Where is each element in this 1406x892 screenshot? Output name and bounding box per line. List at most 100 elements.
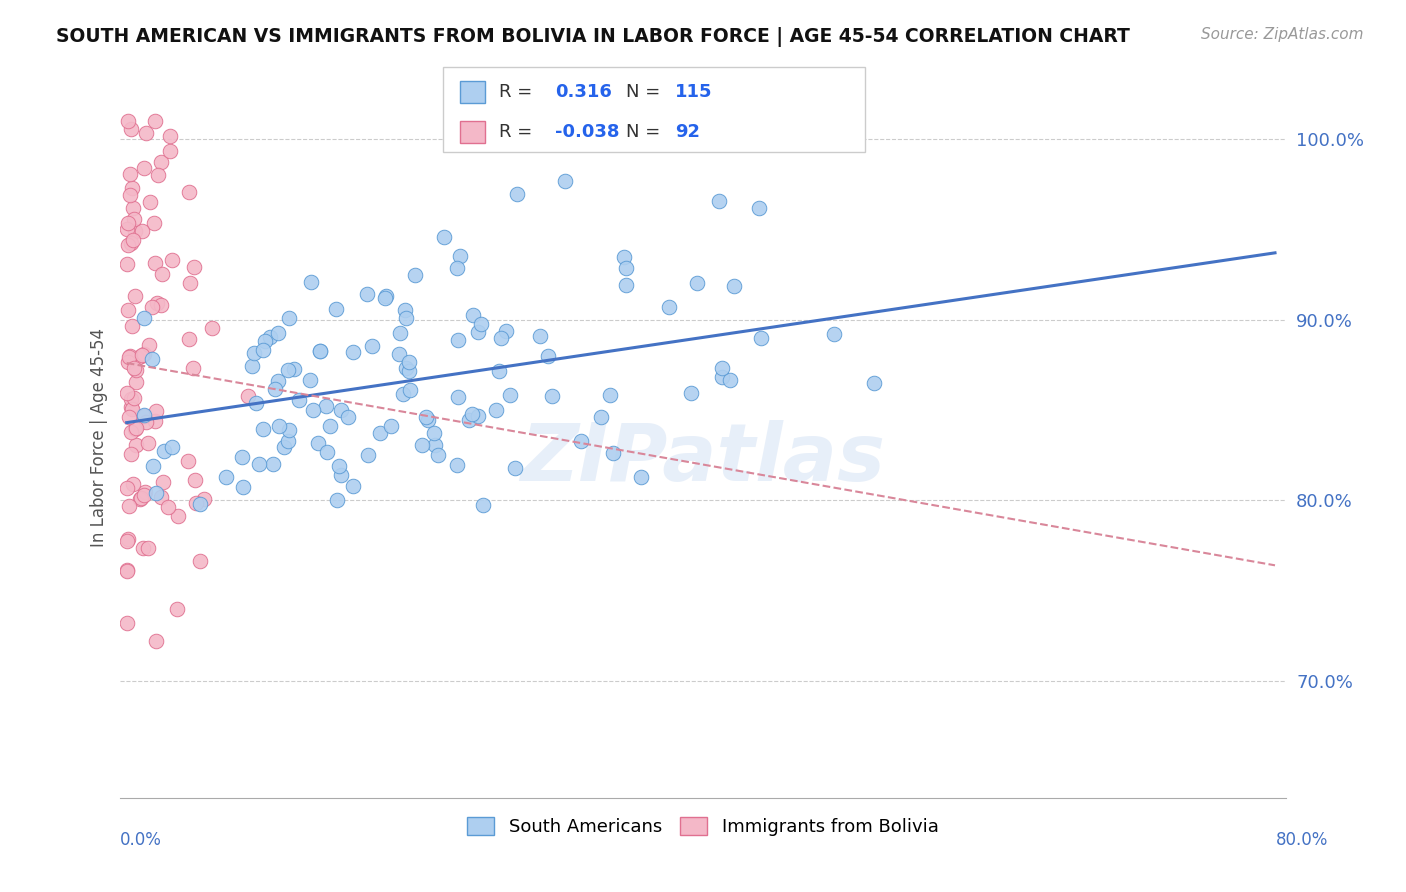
Point xyxy=(395,360,418,375)
Point xyxy=(326,492,349,507)
Point xyxy=(356,287,378,301)
Point xyxy=(134,485,156,500)
Point xyxy=(315,399,337,413)
Point xyxy=(124,391,146,405)
Point xyxy=(427,448,450,462)
Point xyxy=(117,217,139,231)
Point xyxy=(446,260,468,275)
Text: R =: R = xyxy=(499,123,538,141)
Point xyxy=(319,418,342,433)
Legend: South Americans, Immigrants from Bolivia: South Americans, Immigrants from Bolivia xyxy=(460,810,946,844)
Point xyxy=(125,421,148,435)
Point xyxy=(423,438,446,452)
Point xyxy=(240,359,263,373)
Point xyxy=(458,412,481,426)
Point xyxy=(278,423,301,437)
Point xyxy=(117,532,139,546)
Point xyxy=(131,348,153,362)
Point xyxy=(315,445,337,459)
Point xyxy=(489,330,512,344)
Point xyxy=(162,440,184,454)
Point xyxy=(120,121,142,136)
Point xyxy=(115,563,138,577)
Text: 0.316: 0.316 xyxy=(555,83,612,101)
Point xyxy=(264,382,287,396)
Point xyxy=(117,616,139,631)
Point xyxy=(118,350,141,364)
Point xyxy=(125,351,148,365)
Point xyxy=(309,343,332,358)
Point xyxy=(136,436,159,450)
Point xyxy=(183,260,205,275)
Point xyxy=(299,276,322,290)
Point xyxy=(159,144,181,158)
Point xyxy=(115,482,138,496)
Point xyxy=(392,387,415,401)
Point xyxy=(159,129,181,144)
Point xyxy=(143,114,166,128)
Point xyxy=(179,332,201,346)
Point xyxy=(184,496,207,510)
Point xyxy=(132,161,155,175)
Y-axis label: In Labor Force | Age 45-54: In Labor Force | Age 45-54 xyxy=(90,327,108,547)
Point xyxy=(120,167,142,181)
Point xyxy=(145,403,167,417)
Point xyxy=(143,256,166,270)
Point xyxy=(122,360,145,375)
Point xyxy=(138,541,160,555)
Point xyxy=(183,360,205,375)
Point xyxy=(145,633,167,648)
Point xyxy=(404,268,426,282)
Point xyxy=(139,195,162,210)
Point xyxy=(115,564,138,578)
Point xyxy=(267,374,290,388)
Point xyxy=(177,185,200,199)
Point xyxy=(368,425,391,440)
Point xyxy=(686,277,709,291)
Point xyxy=(569,434,592,449)
Point xyxy=(125,363,148,377)
Point xyxy=(360,339,382,353)
Point xyxy=(245,396,267,410)
Point xyxy=(188,554,211,568)
Point xyxy=(416,413,439,427)
Point xyxy=(302,403,325,417)
Text: 115: 115 xyxy=(675,83,713,101)
Point xyxy=(398,383,420,397)
Text: R =: R = xyxy=(499,83,538,101)
Point xyxy=(118,499,141,513)
Point xyxy=(447,333,470,347)
Point xyxy=(616,260,638,275)
Point xyxy=(117,355,139,369)
Point xyxy=(658,301,681,315)
Point xyxy=(388,346,411,360)
Point xyxy=(121,402,143,417)
Point xyxy=(398,364,420,378)
Point xyxy=(298,373,321,387)
Point xyxy=(149,155,172,169)
Point xyxy=(394,310,416,325)
Point xyxy=(273,440,295,454)
Point xyxy=(503,460,526,475)
Point xyxy=(267,418,290,433)
Point xyxy=(142,216,165,230)
Point xyxy=(259,329,281,343)
Point xyxy=(118,187,141,202)
Point xyxy=(120,447,142,461)
Point xyxy=(602,446,624,460)
Point xyxy=(309,344,332,359)
Point xyxy=(124,422,146,436)
Text: N =: N = xyxy=(626,123,665,141)
Point xyxy=(141,352,163,367)
Point xyxy=(423,425,446,440)
Point xyxy=(124,375,146,389)
Point xyxy=(461,308,484,322)
Point xyxy=(150,268,173,282)
Point xyxy=(589,410,612,425)
Point xyxy=(125,438,148,452)
Point xyxy=(152,475,174,489)
Point xyxy=(131,224,153,238)
Point xyxy=(380,419,402,434)
Point xyxy=(135,126,157,140)
Point xyxy=(124,224,146,238)
